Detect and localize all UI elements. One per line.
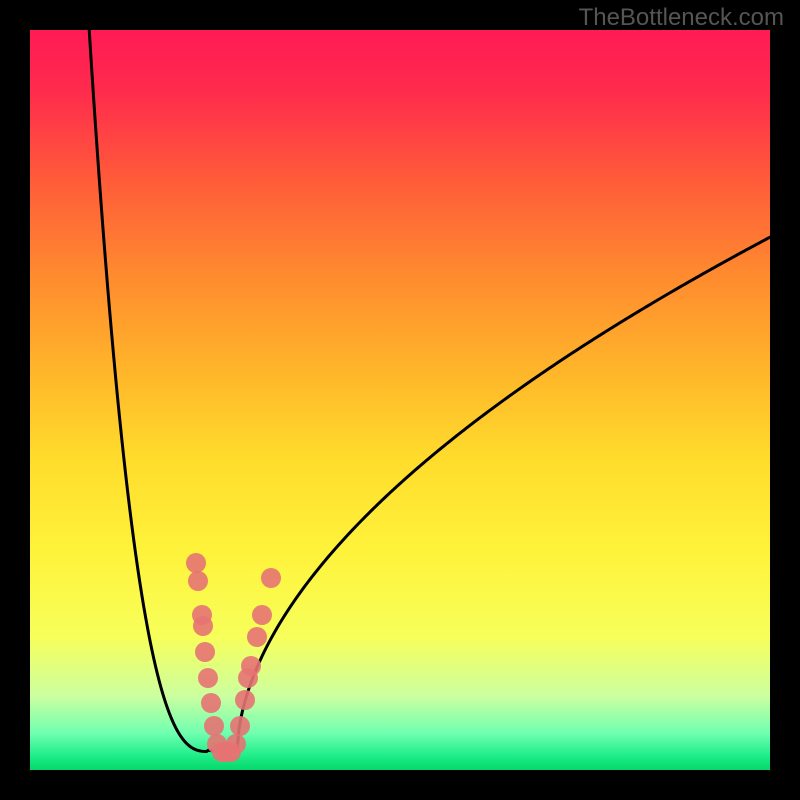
chart-stage: TheBottleneck.com — [0, 0, 800, 800]
chart-plot-area — [30, 30, 770, 770]
watermark-text: TheBottleneck.com — [579, 4, 784, 32]
